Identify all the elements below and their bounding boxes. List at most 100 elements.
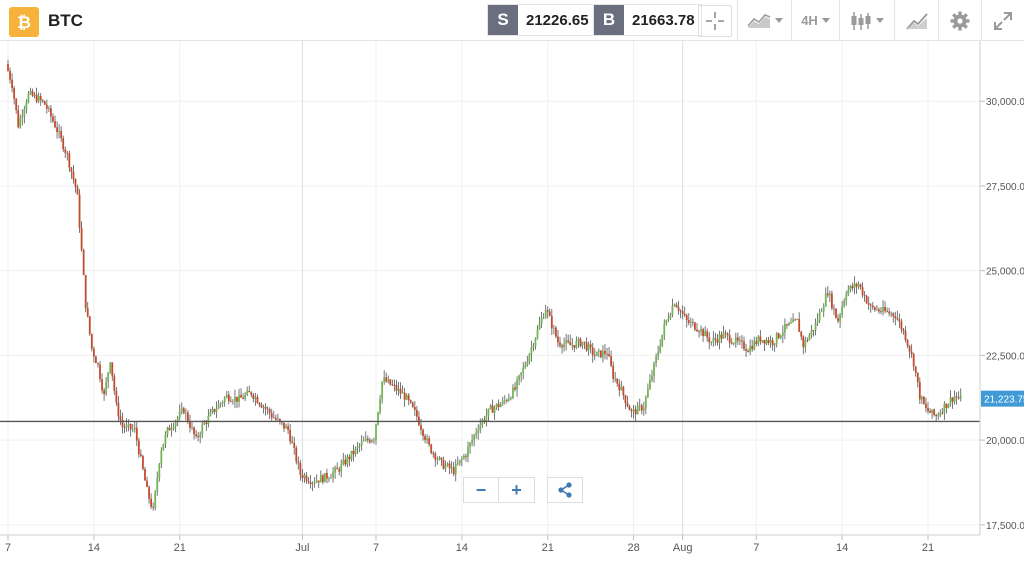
candle-body: [309, 482, 312, 485]
candle-body: [920, 396, 923, 400]
candle-body: [436, 459, 439, 461]
candle-body: [72, 171, 75, 180]
candle-body: [514, 387, 516, 390]
candle-body: [156, 478, 159, 492]
candle-body: [481, 419, 484, 425]
current-price-badge: [981, 390, 1024, 407]
candle-body: [910, 351, 913, 354]
candle-body: [45, 104, 48, 109]
candle-body: [193, 427, 195, 435]
x-tick-label: Jul: [295, 542, 309, 554]
candle-body: [264, 406, 267, 409]
candle-style-button[interactable]: [839, 0, 894, 41]
share-button[interactable]: [547, 477, 583, 503]
candle-body: [350, 450, 353, 460]
candle-body: [826, 293, 829, 296]
candle-body: [334, 467, 337, 473]
candle-body: [757, 336, 760, 344]
price-chart[interactable]: 21,223.75 17,500.00 20,000.00 22,500.00 25,…: [0, 41, 1024, 563]
candle-body: [283, 422, 285, 429]
zoom-in-button[interactable]: +: [499, 477, 535, 503]
sell-button[interactable]: S 21226.65: [487, 4, 596, 36]
candle-body: [587, 344, 590, 351]
candle-body: [135, 427, 138, 441]
y-tick-label: 30,000.00: [986, 97, 1024, 108]
candle-body: [424, 436, 426, 441]
candle-body: [125, 425, 128, 428]
candle-body: [804, 340, 807, 348]
drawing-tools-button[interactable]: [894, 0, 938, 41]
candle-body: [37, 96, 40, 102]
candle-body: [174, 421, 177, 427]
candle-body: [518, 375, 521, 380]
candle-body: [941, 412, 944, 414]
candle-body: [761, 339, 764, 342]
candle-body: [101, 379, 103, 391]
candle-body: [796, 319, 799, 320]
candle-body: [323, 472, 326, 483]
candle-body: [700, 329, 702, 332]
candle-body: [70, 167, 73, 172]
sell-tag: S: [488, 5, 518, 35]
candle-body: [336, 467, 339, 470]
candle-body: [19, 118, 22, 128]
candle-body: [875, 309, 878, 311]
candle-body: [221, 402, 224, 404]
candle-body: [246, 390, 249, 395]
candle-body: [450, 467, 453, 469]
candle-body: [520, 372, 523, 376]
settings-button[interactable]: [938, 0, 981, 41]
candle-body: [534, 338, 537, 347]
candle-body: [15, 98, 18, 111]
candle-body: [880, 311, 882, 313]
candle-body: [710, 341, 713, 343]
candle-body: [238, 395, 240, 402]
chevron-down-icon: [821, 18, 830, 23]
candle-body: [765, 339, 768, 344]
candle-body: [507, 398, 510, 401]
crosshair-button[interactable]: [694, 0, 736, 41]
candle-body: [929, 411, 931, 413]
candle-body: [485, 415, 488, 421]
candle-body: [258, 403, 261, 405]
candle-body: [178, 411, 181, 418]
candle-body: [565, 340, 568, 344]
toolbar: ₿ BTC S 21226.65 B 21663.78 4H: [0, 0, 1024, 41]
candle-body: [487, 408, 490, 416]
candle-body: [937, 415, 940, 417]
candle-body: [311, 482, 314, 485]
candle-body: [52, 116, 54, 122]
candle-body: [951, 397, 954, 402]
candle-body: [127, 423, 130, 426]
candle-body: [712, 338, 715, 342]
fullscreen-button[interactable]: [981, 0, 1024, 41]
timeframe-button[interactable]: 4H: [791, 0, 839, 41]
zoom-out-button[interactable]: −: [463, 477, 499, 503]
candle-body: [207, 415, 210, 425]
candle-body: [569, 341, 572, 346]
candle-body: [9, 70, 11, 80]
candle-body: [166, 427, 169, 435]
candle-body: [293, 442, 296, 448]
chart-type-button[interactable]: [737, 0, 791, 41]
candle-body: [364, 438, 367, 441]
candle-body: [661, 334, 664, 346]
candle-body: [624, 395, 627, 403]
candle-body: [434, 453, 437, 460]
candle-body: [837, 318, 839, 322]
candle-body: [577, 338, 580, 342]
candle-body: [446, 463, 449, 466]
candle-body: [133, 427, 136, 429]
buy-button[interactable]: B 21663.78: [593, 4, 702, 36]
candle-body: [604, 350, 606, 354]
candle-body: [620, 386, 623, 391]
candle-body: [681, 311, 684, 314]
candle-body: [610, 356, 613, 366]
candle-body: [714, 338, 717, 340]
candle-body: [616, 378, 619, 384]
candle-body: [839, 314, 841, 322]
candle-body: [254, 396, 257, 399]
candle-body: [119, 416, 122, 420]
candle-body: [452, 467, 455, 475]
candle-body: [477, 430, 480, 433]
